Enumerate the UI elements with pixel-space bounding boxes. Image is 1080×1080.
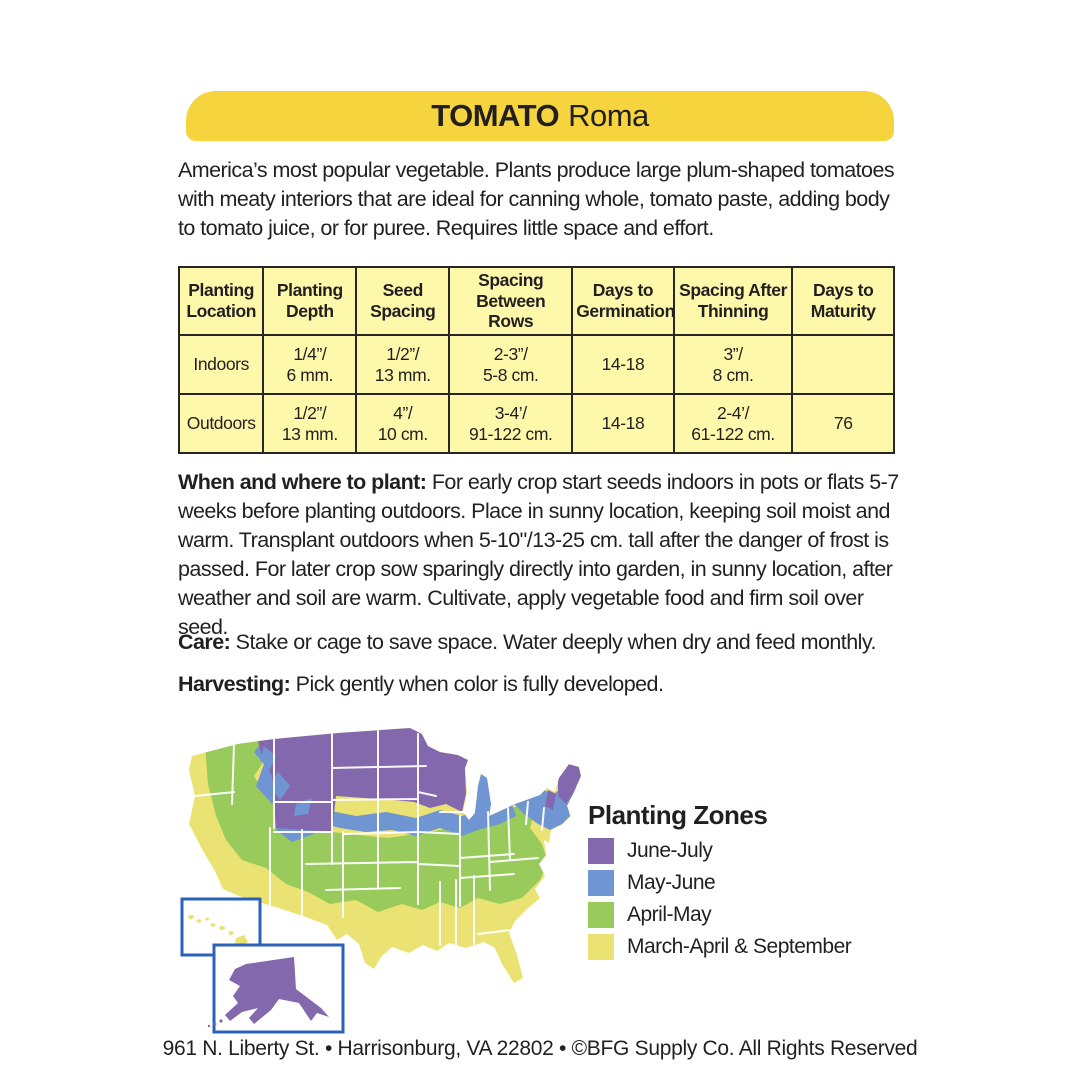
march-april-september-swatch bbox=[588, 934, 614, 960]
header-seed-spacing: Seed Spacing bbox=[355, 266, 451, 336]
footer-address: 961 N. Liberty St. • Harrisonburg, VA 22… bbox=[162, 1037, 918, 1060]
header-days-to-maturity: Days to Maturity bbox=[791, 266, 895, 336]
table-row-indoors: Indoors 1/4”/ 6 mm. 1/2”/ 13 mm. 2-3”/ 5… bbox=[177, 334, 895, 395]
planting-table: Planting Location Planting Depth Seed Sp… bbox=[177, 266, 895, 454]
alaska-shape bbox=[225, 957, 329, 1024]
header-days-to-germination: Days to Germination bbox=[571, 266, 675, 336]
when-where-section: When and where to plant: For early crop … bbox=[178, 468, 914, 642]
when-where-text: For early crop start seeds indoors in po… bbox=[178, 470, 899, 639]
may-june-swatch bbox=[588, 870, 614, 896]
us-map-graphic bbox=[180, 728, 581, 1034]
care-label: Care: bbox=[178, 630, 231, 654]
alaska-inset bbox=[207, 943, 345, 1034]
cell-location: Outdoors bbox=[177, 393, 265, 454]
description-paragraph: America’s most popular vegetable. Plants… bbox=[178, 158, 895, 240]
header-planting-location: Planting Location bbox=[177, 266, 265, 336]
header-spacing-after-thinning: Spacing After Thinning bbox=[672, 266, 794, 336]
cell-maturity bbox=[791, 334, 895, 395]
june-july-swatch bbox=[588, 838, 614, 864]
when-where-label: When and where to plant: bbox=[178, 470, 427, 494]
legend-item-april-may: April-May bbox=[588, 902, 918, 928]
hawaii-islands bbox=[188, 915, 248, 946]
april-may-swatch bbox=[588, 902, 614, 928]
cell-depth: 1/4”/ 6 mm. bbox=[262, 334, 358, 395]
planting-zones-map bbox=[178, 712, 592, 1044]
harvesting-section: Harvesting: Pick gently when color is fu… bbox=[178, 670, 914, 699]
cell-thinning: 3”/ 8 cm. bbox=[672, 334, 794, 395]
harvesting-label: Harvesting: bbox=[178, 672, 291, 696]
legend-label: May-June bbox=[627, 871, 716, 894]
legend-label: March-April & September bbox=[627, 935, 852, 958]
cell-location: Indoors bbox=[177, 334, 265, 395]
cell-thinning: 2-4’/ 61-122 cm. bbox=[672, 393, 794, 454]
cell-row-spacing: 3-4’/ 91-122 cm. bbox=[448, 393, 574, 454]
map-legend: Planting Zones June-July May-June April-… bbox=[588, 800, 918, 966]
cell-seed-spacing: 4”/ 10 cm. bbox=[355, 393, 451, 454]
legend-item-may-june: May-June bbox=[588, 870, 918, 896]
care-text: Stake or cage to save space. Water deepl… bbox=[235, 630, 877, 654]
cell-row-spacing: 2-3”/ 5-8 cm. bbox=[448, 334, 574, 395]
zone-april-may bbox=[204, 728, 548, 912]
state-borders bbox=[194, 729, 545, 950]
legend-title: Planting Zones bbox=[588, 800, 768, 830]
cell-maturity: 76 bbox=[791, 393, 895, 454]
cell-depth: 1/2”/ 13 mm. bbox=[262, 393, 358, 454]
table-row-outdoors: Outdoors 1/2”/ 13 mm. 4”/ 10 cm. 3-4’/ 9… bbox=[177, 393, 895, 454]
crop-name: TOMATO bbox=[431, 98, 560, 133]
cell-seed-spacing: 1/2”/ 13 mm. bbox=[355, 334, 451, 395]
header-spacing-between-rows: Spacing Between Rows bbox=[448, 266, 574, 336]
legend-label: June-July bbox=[627, 839, 713, 862]
legend-label: April-May bbox=[627, 903, 712, 926]
cell-germination: 14-18 bbox=[571, 393, 675, 454]
legend-item-march-april-september: March-April & September bbox=[588, 934, 918, 960]
title-banner: TOMATO Roma bbox=[186, 91, 894, 141]
cell-germination: 14-18 bbox=[571, 334, 675, 395]
legend-item-june-july: June-July bbox=[588, 838, 918, 864]
variety-name: Roma bbox=[568, 98, 649, 133]
table-header-row: Planting Location Planting Depth Seed Sp… bbox=[177, 266, 895, 336]
harvesting-text: Pick gently when color is fully develope… bbox=[295, 672, 664, 696]
care-section: Care: Stake or cage to save space. Water… bbox=[178, 628, 914, 657]
header-planting-depth: Planting Depth bbox=[262, 266, 358, 336]
